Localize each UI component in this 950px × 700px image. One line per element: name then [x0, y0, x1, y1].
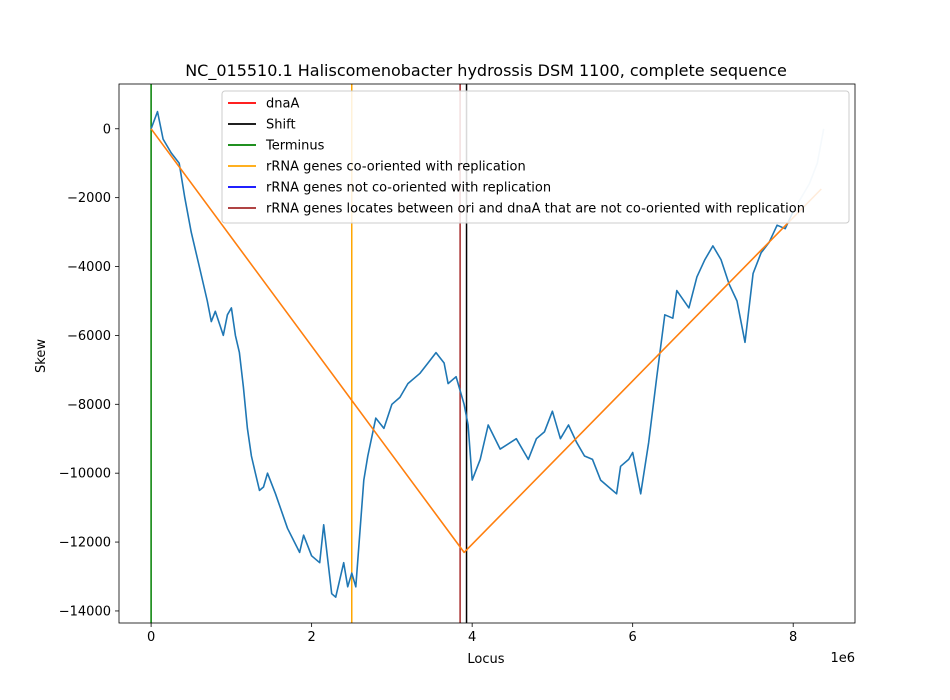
axes: 0 2 4 6 8 0 −2000 −4000 −6000 −8000 −10000 −12000 −1… [59, 83, 856, 645]
series-line-fit [150, 128, 822, 554]
legend-box [221, 90, 850, 224]
y-tick-label: −8000 [67, 398, 111, 413]
y-tick-label: −4000 [67, 260, 111, 275]
legend-entry-label: rRNA genes not co-oriented with replicat… [266, 181, 551, 196]
y-tick-label: −6000 [67, 329, 111, 344]
series-line-skew [150, 110, 794, 599]
x-axis-label: Locus [467, 652, 504, 667]
legend-entry-label: Terminus [265, 139, 325, 154]
x-tick-label: 0 [147, 630, 155, 645]
y-tick-label: 0 [103, 122, 111, 137]
legend-entry-label: dnaA [266, 97, 299, 112]
x-tick-label: 2 [307, 630, 315, 645]
legend-entry-label: Shift [266, 118, 296, 133]
x-tick-label: 6 [629, 630, 637, 645]
y-axis-label: Skew [34, 339, 49, 373]
y-tick-label: −12000 [59, 536, 111, 551]
x-axis-offset-label: 1e6 [830, 651, 855, 666]
legend: dnaA Shift Terminus rRNA genes co-oriented … [221, 90, 850, 224]
y-tick-label: −2000 [67, 191, 111, 206]
legend-entry-label: rRNA genes locates between ori and dnaA … [266, 202, 805, 217]
y-tick-label: −14000 [59, 604, 111, 619]
legend-entry-label: rRNA genes co-oriented with replication [266, 160, 526, 175]
chart-title: NC_015510.1 Haliscomenobacter hydrossis … [185, 61, 787, 81]
x-tick-label: 4 [468, 630, 476, 645]
x-tick-label: 8 [789, 630, 797, 645]
axes-frame [118, 83, 856, 624]
y-tick-label: −10000 [59, 467, 111, 482]
